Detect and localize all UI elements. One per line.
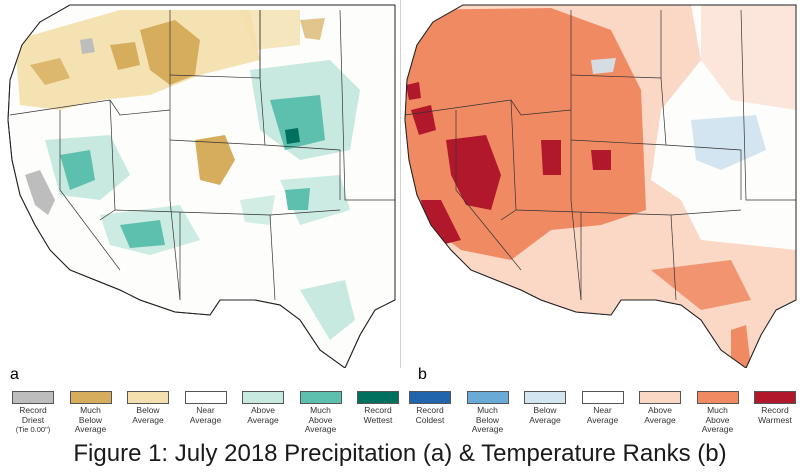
temperature-legend-swatch [639, 391, 681, 404]
precipitation-rank-patches [15, 10, 360, 340]
temperature-legend-item: Near Average [575, 391, 631, 425]
temperature-legend-label: Above Average [644, 405, 676, 425]
figure-caption: Figure 1: July 2018 Precipitation (a) & … [73, 440, 727, 467]
temperature-legend-swatch [754, 391, 796, 404]
temperature-legend-swatch [524, 391, 566, 404]
temperature-legend-label: Record Warmest [758, 405, 792, 425]
panel-a-letter: a [10, 366, 19, 383]
temperature-map-svg [404, 4, 797, 368]
temperature-legend-label: Much Above Average [701, 405, 734, 434]
precipitation-legend-swatch [299, 391, 342, 404]
precipitation-legend-label: Record Driest (Tie 0.00") [5, 405, 61, 435]
temperature-legend-swatch [696, 391, 739, 404]
temperature-legend-item: Much Below Average [460, 391, 516, 435]
precipitation-legend-label: Near Average [189, 405, 222, 425]
precipitation-legend-swatch [357, 391, 399, 404]
precipitation-legend-item: Much Above Average [293, 391, 349, 435]
temperature-legend-item: Record Warmest [747, 391, 800, 425]
temperature-legend-label: Near Average [586, 405, 619, 425]
temperature-map [400, 0, 800, 368]
temperature-legend-label: Record Coldest [415, 405, 445, 425]
temperature-legend-swatch [581, 391, 624, 404]
temperature-legend-item: Below Average [517, 391, 573, 425]
precipitation-legend-label: Much Above Average [304, 405, 337, 434]
precipitation-map [0, 0, 400, 368]
precipitation-legend-item: Record Wettest [350, 391, 406, 425]
precipitation-legend-swatch [242, 391, 284, 404]
precipitation-legend-sublabel: (Tie 0.00") [15, 425, 51, 434]
temperature-legend-item: Much Above Average [690, 391, 746, 435]
precipitation-legend-label: Much Below Average [74, 405, 107, 434]
precipitation-legend-label: Below Average [132, 405, 164, 425]
precipitation-legend-swatch [12, 391, 54, 404]
precipitation-legend-swatch [69, 391, 112, 404]
temperature-legend-label: Much Below Average [471, 405, 504, 434]
temperature-legend-item: Above Average [632, 391, 688, 425]
precipitation-legend-item: Record Driest (Tie 0.00") [5, 391, 61, 435]
temperature-legend-item: Record Coldest [402, 391, 458, 425]
precipitation-legend-swatch [184, 391, 227, 404]
state-boundaries-b [404, 9, 796, 301]
temperature-legend-label: Below Average [529, 405, 561, 425]
precipitation-legend-item: Below Average [120, 391, 176, 425]
precipitation-legend-item: Near Average [178, 391, 234, 425]
panel-b-letter: b [418, 366, 427, 383]
precipitation-legend-item: Above Average [235, 391, 291, 425]
precipitation-legend-label: Record Wettest [363, 405, 393, 425]
temperature-rank-patches [405, 5, 796, 368]
legend: Record Driest (Tie 0.00") Much Below Avera… [0, 391, 800, 441]
precipitation-map-svg [7, 4, 396, 368]
state-boundaries [9, 9, 395, 301]
precipitation-legend-item: Much Below Average [63, 391, 119, 435]
precipitation-legend-label: Above Average [247, 405, 279, 425]
precipitation-legend-swatch [127, 391, 169, 404]
temperature-legend-swatch [409, 391, 451, 404]
temperature-legend-swatch [466, 391, 509, 404]
